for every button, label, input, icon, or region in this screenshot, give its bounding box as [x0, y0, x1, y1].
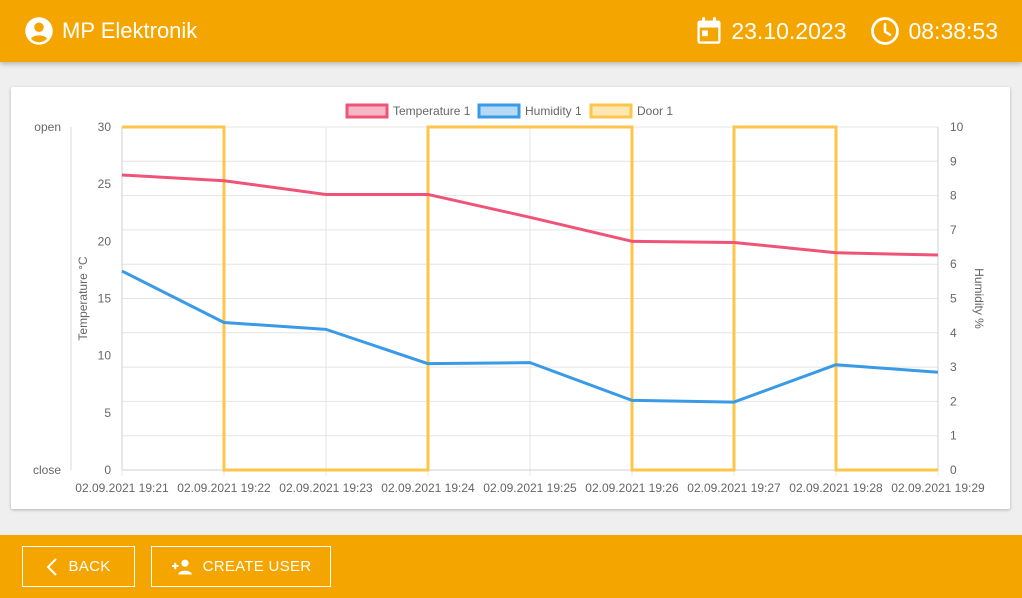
x-tick-label: 02.09.2021 19:29 [891, 481, 985, 495]
door-tick-label: open [34, 120, 61, 134]
x-tick-label: 02.09.2021 19:25 [483, 481, 577, 495]
door-tick-label: close [33, 463, 61, 477]
humidity-tick-label: 10 [950, 120, 964, 134]
temperature-tick-label: 25 [98, 177, 112, 191]
current-date: 23.10.2023 [695, 16, 846, 46]
legend-swatch [589, 103, 633, 119]
app-header: MP Elektronik 23.10.2023 08:38:53 [0, 0, 1022, 62]
humidity-tick-label: 6 [950, 257, 957, 271]
app-footer: BACK CREATE USER [0, 535, 1022, 598]
clock-icon [871, 17, 900, 45]
legend-label: Humidity 1 [525, 104, 582, 118]
temperature-tick-label: 30 [98, 120, 112, 134]
temperature-tick-label: 15 [98, 292, 112, 306]
temperature-tick-label: 20 [98, 234, 112, 248]
humidity-axis-title: Humidity % [972, 268, 986, 329]
legend-swatch [477, 103, 521, 119]
time-text: 08:38:53 [908, 17, 998, 44]
x-tick-label: 02.09.2021 19:28 [789, 481, 883, 495]
humidity-tick-label: 4 [950, 326, 957, 340]
legend-label: Temperature 1 [393, 104, 471, 118]
temperature-tick-label: 0 [104, 463, 111, 477]
add-user-icon [171, 559, 192, 574]
create-user-button[interactable]: CREATE USER [151, 546, 331, 587]
x-tick-label: 02.09.2021 19:22 [177, 481, 271, 495]
current-time: 08:38:53 [870, 16, 998, 46]
humidity-series-line [121, 269, 939, 404]
x-tick-label: 02.09.2021 19:24 [381, 481, 475, 495]
temperature-series-line [121, 173, 939, 257]
header-status: 23.10.2023 08:38:53 [695, 15, 998, 47]
create-user-label: CREATE USER [202, 558, 312, 575]
date-text: 23.10.2023 [731, 17, 847, 44]
humidity-tick-label: 0 [950, 463, 957, 477]
calendar-icon [697, 17, 721, 44]
humidity-tick-label: 8 [950, 189, 957, 203]
humidity-tick-label: 7 [950, 223, 957, 237]
back-label: BACK [68, 558, 111, 575]
brand-name: MP Elektronik [62, 18, 198, 43]
x-tick-label: 02.09.2021 19:21 [75, 481, 169, 495]
door-series-line [122, 125, 938, 472]
humidity-tick-label: 3 [950, 360, 957, 374]
temperature-tick-label: 10 [98, 349, 112, 363]
humidity-tick-label: 5 [950, 292, 957, 306]
chevron-left-icon [47, 557, 58, 576]
legend-swatch [345, 103, 389, 119]
account-circle-icon [25, 17, 53, 45]
humidity-tick-label: 9 [950, 154, 957, 168]
history-chart: 0 5 10 15 20 25 30 0 1 2 3 4 5 6 7 8 9 10 close open 02.09.2… [33, 103, 986, 495]
x-tick-label: 02.09.2021 19:23 [279, 481, 373, 495]
brand: MP Elektronik [24, 16, 197, 46]
x-tick-label: 02.09.2021 19:27 [687, 481, 781, 495]
back-button[interactable]: BACK [22, 546, 135, 587]
humidity-tick-label: 1 [950, 429, 957, 443]
chart-card: 0 5 10 15 20 25 30 0 1 2 3 4 5 6 7 8 9 10 close open 02.09.2… [11, 87, 1010, 509]
temperature-tick-label: 5 [104, 406, 111, 420]
humidity-tick-label: 2 [950, 394, 957, 408]
temperature-axis-title: Temperature °C [76, 256, 90, 340]
legend-label: Door 1 [637, 104, 673, 118]
x-tick-label: 02.09.2021 19:26 [585, 481, 679, 495]
